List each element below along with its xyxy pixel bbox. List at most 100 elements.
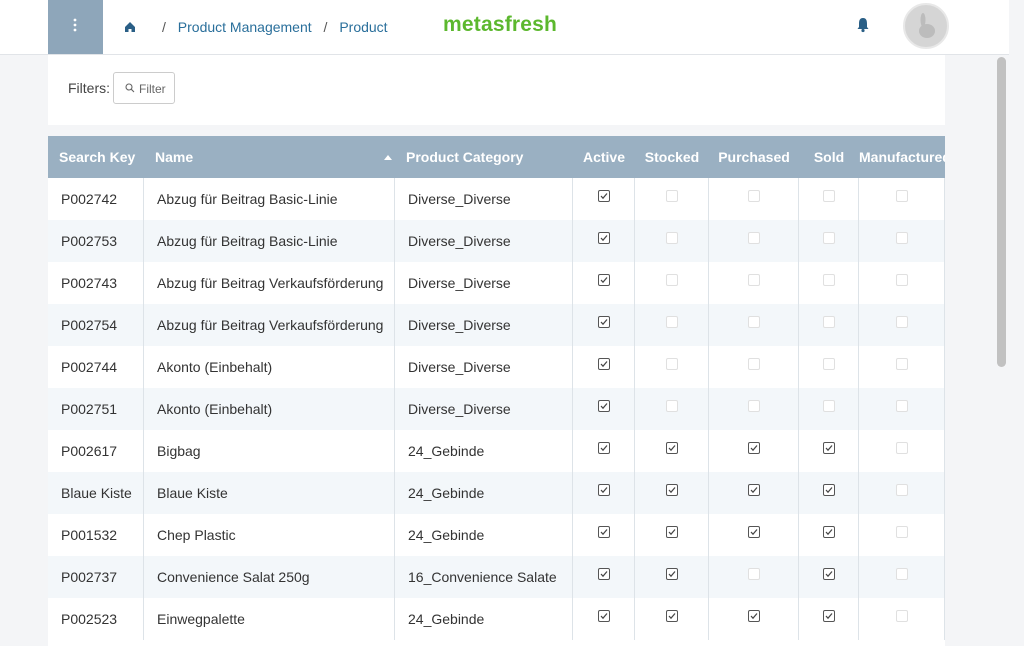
table-cell[interactable]: Akonto (Einbehalt) bbox=[144, 346, 395, 388]
checkbox-unchecked bbox=[896, 484, 908, 496]
checkbox-unchecked bbox=[666, 274, 678, 286]
table-cell[interactable]: Abzug für Beitrag Basic-Linie bbox=[144, 220, 395, 262]
checkbox-cell bbox=[573, 304, 635, 346]
checkbox-unchecked bbox=[823, 316, 835, 328]
filters-label: Filters: bbox=[68, 80, 110, 96]
table-cell[interactable]: Diverse_Diverse bbox=[395, 388, 573, 430]
checkbox-cell bbox=[859, 430, 945, 472]
checkbox-cell bbox=[709, 598, 799, 640]
table-cell[interactable]: 24_Gebinde bbox=[395, 514, 573, 556]
checkbox-cell bbox=[709, 346, 799, 388]
checkbox-checked bbox=[748, 442, 760, 454]
checkbox-cell bbox=[859, 598, 945, 640]
checkbox-checked bbox=[598, 274, 610, 286]
checkbox-cell bbox=[573, 556, 635, 598]
table-cell[interactable]: P002743 bbox=[48, 262, 144, 304]
table-cell[interactable]: P002744 bbox=[48, 346, 144, 388]
checkbox-cell bbox=[709, 178, 799, 220]
table-cell[interactable]: P002754 bbox=[48, 304, 144, 346]
table-cell[interactable]: Abzug für Beitrag Verkaufsförderung bbox=[144, 262, 395, 304]
breadcrumb-item[interactable]: Product bbox=[339, 19, 388, 35]
checkbox-cell bbox=[573, 178, 635, 220]
table-cell[interactable]: Diverse_Diverse bbox=[395, 220, 573, 262]
table-cell[interactable]: P002742 bbox=[48, 178, 144, 220]
checkbox-cell bbox=[859, 472, 945, 514]
checkbox-cell bbox=[635, 304, 709, 346]
logo[interactable]: metasfresh bbox=[443, 13, 558, 36]
header: / Product Management / Product metasfres… bbox=[0, 0, 1009, 55]
checkbox-checked bbox=[598, 358, 610, 370]
table-cell[interactable]: Blaue Kiste bbox=[48, 472, 144, 514]
table-cell[interactable]: Chep Plastic bbox=[144, 514, 395, 556]
column-header[interactable]: Stocked bbox=[635, 136, 709, 178]
table-cell[interactable]: P001532 bbox=[48, 514, 144, 556]
table-cell[interactable]: Abzug für Beitrag Verkaufsförderung bbox=[144, 304, 395, 346]
checkbox-cell bbox=[859, 514, 945, 556]
checkbox-unchecked bbox=[748, 316, 760, 328]
table-cell[interactable]: Blaue Kiste bbox=[144, 472, 395, 514]
checkbox-checked bbox=[598, 610, 610, 622]
table-cell[interactable]: Diverse_Diverse bbox=[395, 346, 573, 388]
checkbox-cell bbox=[573, 472, 635, 514]
scrollbar[interactable] bbox=[997, 57, 1006, 367]
table-cell[interactable]: Einwegpalette bbox=[144, 598, 395, 640]
column-header[interactable]: Product Category bbox=[395, 136, 573, 178]
table-cell[interactable]: Convenience Salat 250g bbox=[144, 556, 395, 598]
breadcrumb-item[interactable]: Product Management bbox=[177, 19, 312, 35]
table-cell[interactable]: P002737 bbox=[48, 556, 144, 598]
notification-icon[interactable] bbox=[856, 17, 870, 33]
checkbox-unchecked bbox=[896, 610, 908, 622]
checkbox-cell bbox=[799, 472, 859, 514]
checkbox-cell bbox=[635, 388, 709, 430]
checkbox-cell bbox=[799, 304, 859, 346]
table-cell[interactable]: Bigbag bbox=[144, 430, 395, 472]
column-header[interactable]: Search Key bbox=[48, 136, 144, 178]
checkbox-unchecked bbox=[748, 358, 760, 370]
avatar[interactable] bbox=[902, 3, 950, 51]
table-cell[interactable]: 16_Convenience Salate bbox=[395, 556, 573, 598]
checkbox-cell bbox=[635, 220, 709, 262]
column-header[interactable]: Manufactured bbox=[859, 136, 945, 178]
data-table: Search Key Name Product Category Active Stoc… bbox=[48, 136, 945, 646]
table-cell[interactable]: P002523 bbox=[48, 598, 144, 640]
checkbox-cell bbox=[573, 430, 635, 472]
table-cell[interactable]: 24_Gebinde bbox=[395, 430, 573, 472]
checkbox-unchecked bbox=[896, 568, 908, 580]
checkbox-checked bbox=[666, 526, 678, 538]
filter-button[interactable]: Filter bbox=[113, 72, 175, 104]
search-icon bbox=[125, 83, 135, 93]
home-icon[interactable] bbox=[123, 20, 137, 34]
table-cell[interactable]: Diverse_Diverse bbox=[395, 304, 573, 346]
menu-button[interactable] bbox=[48, 0, 103, 54]
table-cell[interactable]: Akonto (Einbehalt) bbox=[144, 388, 395, 430]
column-header[interactable]: Name bbox=[144, 136, 395, 178]
checkbox-checked bbox=[666, 484, 678, 496]
column-header[interactable]: Sold bbox=[799, 136, 859, 178]
table-cell[interactable]: P002617 bbox=[48, 430, 144, 472]
checkbox-unchecked bbox=[748, 274, 760, 286]
checkbox-checked bbox=[598, 568, 610, 580]
checkbox-cell bbox=[709, 262, 799, 304]
table-cell[interactable]: Diverse_Diverse bbox=[395, 178, 573, 220]
table-cell[interactable]: 24_Gebinde bbox=[395, 472, 573, 514]
checkbox-unchecked bbox=[896, 274, 908, 286]
checkbox-cell bbox=[709, 472, 799, 514]
checkbox-checked bbox=[598, 442, 610, 454]
checkbox-cell bbox=[799, 346, 859, 388]
checkbox-cell bbox=[799, 220, 859, 262]
separator: / bbox=[323, 19, 328, 35]
table-cell[interactable]: Abzug für Beitrag Basic-Linie bbox=[144, 178, 395, 220]
table-cell[interactable]: 24_Gebinde bbox=[395, 598, 573, 640]
checkbox-unchecked bbox=[896, 526, 908, 538]
table-cell[interactable]: Diverse_Diverse bbox=[395, 262, 573, 304]
table-cell[interactable]: P002751 bbox=[48, 388, 144, 430]
checkbox-cell bbox=[799, 556, 859, 598]
checkbox-cell bbox=[799, 388, 859, 430]
column-header[interactable]: Active bbox=[573, 136, 635, 178]
checkbox-unchecked bbox=[896, 358, 908, 370]
checkbox-cell bbox=[799, 178, 859, 220]
checkbox-cell bbox=[859, 388, 945, 430]
column-header[interactable]: Purchased bbox=[709, 136, 799, 178]
table-cell[interactable]: P002753 bbox=[48, 220, 144, 262]
checkbox-unchecked bbox=[823, 190, 835, 202]
